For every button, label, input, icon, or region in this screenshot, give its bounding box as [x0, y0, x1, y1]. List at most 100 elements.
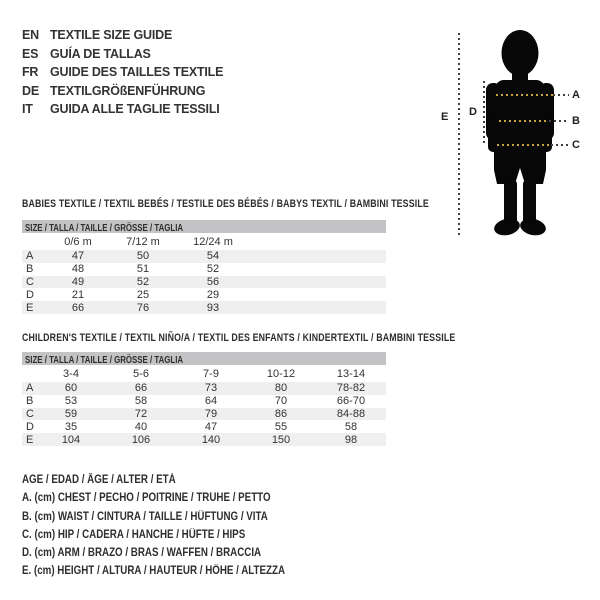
- column-header: 5-6: [133, 367, 149, 380]
- row-label: C: [26, 407, 34, 420]
- hip-callout-line-c: [551, 144, 569, 146]
- height-measure-line-e: [458, 33, 460, 235]
- filler-cell: [248, 276, 386, 289]
- table-cell: 76: [136, 301, 150, 314]
- table-cell: 98: [344, 433, 358, 446]
- language-row: ES GUÍA DE TALLAS: [22, 45, 223, 64]
- children-size-table: 3-4 5-6 7-9 10-12 13-14 A 60 66 73 80 78…: [22, 365, 386, 446]
- table-cell: 140: [201, 433, 221, 446]
- measurement-legend: AGE / EDAD / ÂGE / ALTER / ETÀ A. (cm) C…: [22, 471, 331, 581]
- legend-line-chest: A. (cm) CHEST / PECHO / POITRINE / TRUHE…: [22, 492, 271, 505]
- table-cell: 70: [274, 395, 288, 408]
- language-label: GUIDE DES TAILLES TEXTILE: [50, 65, 224, 80]
- measure-label-a: A: [572, 89, 580, 101]
- waist-measure-line-b: [499, 120, 549, 122]
- table-cell: 93: [206, 301, 220, 314]
- table-row: B 53 58 64 70 66-70: [22, 395, 386, 408]
- chest-callout-line-a: [553, 94, 569, 96]
- children-section-title: CHILDREN'S TEXTILE / TEXTIL NIÑO/A / TEX…: [22, 332, 456, 344]
- child-silhouette: [486, 30, 554, 236]
- table-cell: 78-82: [336, 382, 366, 395]
- row-label: B: [26, 263, 34, 276]
- column-header: 0/6 m: [64, 235, 92, 248]
- children-column-header-row: 3-4 5-6 7-9 10-12 13-14: [22, 365, 386, 382]
- table-cell: 80: [274, 382, 288, 395]
- row-label: D: [26, 420, 34, 433]
- row-label: D: [26, 288, 34, 301]
- table-cell: 150: [271, 433, 291, 446]
- measure-label-b: B: [572, 115, 580, 127]
- measure-label-d: D: [469, 106, 477, 118]
- table-row: C 49 52 56: [22, 275, 386, 289]
- table-cell: 58: [344, 420, 358, 433]
- legend-line-age: AGE / EDAD / ÂGE / ALTER / ETÀ: [22, 474, 176, 486]
- table-cell: 59: [64, 407, 78, 420]
- babies-section-title: BABIES TEXTILE / TEXTIL BEBÉS / TESTILE …: [22, 198, 429, 210]
- column-header: 13-14: [336, 367, 366, 380]
- table-cell: 66-70: [336, 395, 366, 408]
- table-cell: 48: [71, 263, 85, 276]
- table-cell: 58: [134, 395, 148, 408]
- corner-cell: [22, 365, 36, 382]
- table-cell: 52: [136, 275, 150, 288]
- column-header: 7/12 m: [126, 235, 160, 248]
- legend-line-arm: D. (cm) ARM / BRAZO / BRAS / WAFFEN / BR…: [22, 547, 262, 560]
- table-cell: 40: [134, 420, 148, 433]
- table-cell: 47: [71, 250, 85, 263]
- language-code: FR: [22, 65, 39, 80]
- table-cell: 60: [64, 382, 78, 395]
- babies-size-header-bar: SIZE / TALLA / TAILLE / GRÖSSE / TAGLIA: [22, 220, 386, 233]
- table-row: B 48 51 52: [22, 263, 386, 276]
- row-label: B: [26, 395, 34, 408]
- children-size-header-label: SIZE / TALLA / TAILLE / GRÖSSE / TAGLIA: [25, 354, 184, 365]
- table-cell: 29: [206, 288, 220, 301]
- corner-cell: [22, 233, 48, 250]
- table-cell: 72: [134, 407, 148, 420]
- table-row: A 60 66 73 80 78-82: [22, 382, 386, 395]
- table-cell: 25: [136, 288, 150, 301]
- table-cell: 56: [206, 275, 220, 288]
- table-cell: 64: [204, 395, 218, 408]
- table-cell: 55: [274, 420, 288, 433]
- language-row: IT GUIDA ALLE TAGLIE TESSILI: [22, 100, 223, 119]
- table-cell: 51: [136, 263, 150, 276]
- table-row: C 59 72 79 86 84-88: [22, 407, 386, 421]
- table-cell: 66: [134, 382, 148, 395]
- filler-cell: [248, 301, 386, 314]
- table-cell: 104: [61, 433, 81, 446]
- filler-cell: [248, 263, 386, 276]
- language-row: EN TEXTILE SIZE GUIDE: [22, 26, 223, 45]
- language-code: DE: [22, 83, 39, 98]
- filler-cell: [248, 250, 386, 263]
- row-label: E: [26, 301, 34, 314]
- babies-size-table: 0/6 m 7/12 m 12/24 m A 47 50 54 B 48 51 …: [22, 233, 386, 314]
- row-label: A: [26, 250, 34, 263]
- table-row: E 66 76 93: [22, 301, 386, 314]
- row-label: E: [26, 433, 34, 446]
- legend-line-height: E. (cm) HEIGHT / ALTURA / HAUTEUR / HÖHE…: [22, 565, 286, 578]
- column-header: 3-4: [63, 367, 79, 380]
- table-cell: 86: [274, 407, 288, 420]
- column-header: 10-12: [266, 367, 296, 380]
- language-label: GUÍA DE TALLAS: [50, 46, 151, 61]
- table-cell: 84-88: [336, 407, 366, 420]
- table-row: E 104 106 140 150 98: [22, 433, 386, 446]
- table-cell: 66: [71, 301, 85, 314]
- row-label: C: [26, 275, 34, 288]
- column-header: 7-9: [203, 367, 219, 380]
- table-cell: 54: [206, 250, 220, 263]
- language-label: GUIDA ALLE TAGLIE TESSILI: [50, 102, 220, 117]
- chest-measure-line-a: [496, 94, 553, 96]
- children-size-header-bar: SIZE / TALLA / TAILLE / GRÖSSE / TAGLIA: [22, 352, 386, 365]
- arm-measure-line-d: [483, 81, 485, 144]
- table-cell: 50: [136, 250, 150, 263]
- language-code: ES: [22, 46, 39, 61]
- table-cell: 35: [64, 420, 78, 433]
- table-cell: 47: [204, 420, 218, 433]
- measure-label-c: C: [572, 139, 580, 151]
- legend-line-waist: B. (cm) WAIST / CINTURA / TAILLE / HÜFTU…: [22, 510, 268, 523]
- measure-label-e: E: [441, 111, 449, 123]
- waist-callout-line-b: [549, 120, 569, 122]
- table-cell: 73: [204, 382, 218, 395]
